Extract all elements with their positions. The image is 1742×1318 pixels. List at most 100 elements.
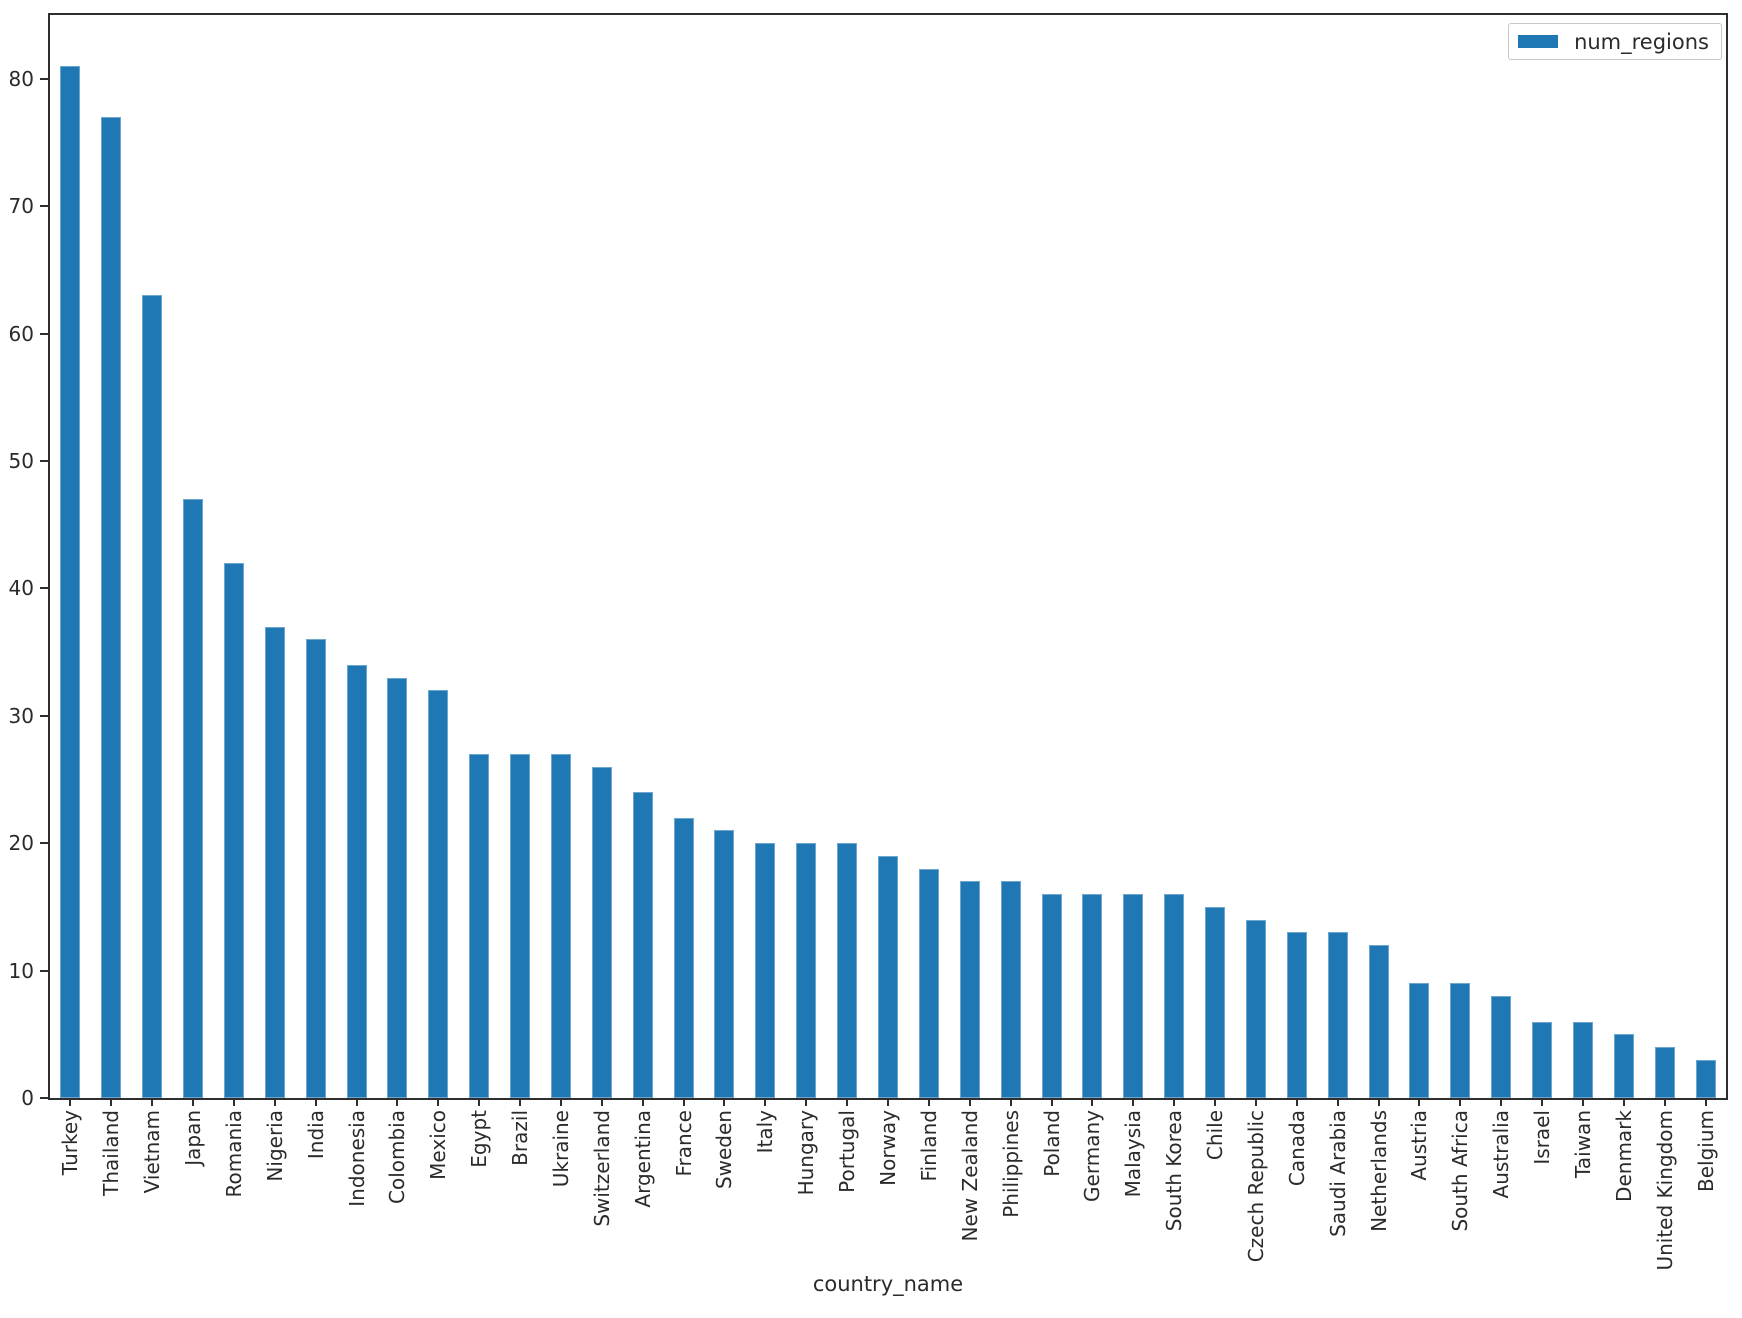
x-tick-label: Sweden — [712, 1110, 737, 1190]
x-axis-tick — [396, 1098, 399, 1106]
x-axis-tick — [805, 1098, 808, 1106]
x-tick-label: Germany — [1080, 1110, 1105, 1202]
x-tick-label: Norway — [876, 1110, 900, 1186]
x-tick-label: Indonesia — [344, 1110, 369, 1207]
x-tick-label: Ukraine — [548, 1110, 573, 1188]
bar — [469, 754, 490, 1098]
x-axis-tick — [1541, 1098, 1544, 1106]
bar — [1613, 1034, 1634, 1098]
x-tick-label: Poland — [1039, 1110, 1064, 1177]
y-tick-label: 50 — [8, 448, 34, 473]
y-tick-label: 20 — [8, 831, 34, 856]
bar — [346, 664, 367, 1098]
x-axis-tick — [600, 1098, 603, 1106]
bar — [223, 562, 244, 1098]
bar — [1572, 1021, 1593, 1098]
bar — [959, 881, 980, 1098]
bar — [714, 830, 735, 1098]
x-axis-tick — [314, 1098, 317, 1106]
x-axis-tick — [1704, 1098, 1707, 1106]
x-tick-label: Israel — [1530, 1110, 1555, 1165]
bar — [510, 754, 531, 1098]
x-axis-tick — [1091, 1098, 1094, 1106]
x-axis-tick — [1132, 1098, 1135, 1106]
y-axis-tick — [40, 205, 48, 208]
y-tick-label: 80 — [8, 66, 34, 91]
x-axis-tick — [1295, 1098, 1298, 1106]
x-axis-tick — [764, 1098, 767, 1106]
bar — [1245, 919, 1266, 1098]
x-tick-label: Belgium — [1693, 1110, 1718, 1192]
x-tick-label: Vietnam — [140, 1110, 165, 1194]
x-tick-label: Portugal — [835, 1110, 860, 1193]
x-tick-label: Argentina — [630, 1110, 655, 1208]
plot-area — [48, 13, 1728, 1100]
x-axis-tick — [1173, 1098, 1176, 1106]
x-axis-tick — [273, 1098, 276, 1106]
x-tick-label: Colombia — [385, 1110, 410, 1204]
x-axis-tick — [151, 1098, 154, 1106]
x-axis-tick — [478, 1098, 481, 1106]
x-tick-label: Philippines — [998, 1110, 1023, 1218]
bar — [305, 639, 326, 1098]
x-axis-tick — [1254, 1098, 1257, 1106]
x-axis-tick — [1459, 1098, 1462, 1106]
y-tick-label: 10 — [8, 958, 34, 983]
x-tick-label: Thailand — [99, 1110, 124, 1196]
x-axis-tick — [232, 1098, 235, 1106]
x-axis-tick — [1377, 1098, 1380, 1106]
bars-layer — [50, 15, 1726, 1098]
bar — [60, 65, 81, 1098]
x-axis-label: country_name — [812, 1272, 964, 1296]
y-tick-label: 40 — [8, 576, 34, 601]
bar — [1205, 906, 1226, 1098]
x-tick-label: Czech Republic — [1243, 1110, 1268, 1263]
bar — [1491, 996, 1512, 1098]
y-tick-label: 0 — [21, 1086, 34, 1110]
y-axis-tick — [40, 714, 48, 717]
x-axis-tick — [110, 1098, 113, 1106]
x-tick-label: Netherlands — [1366, 1110, 1391, 1232]
legend-swatch — [1518, 35, 1559, 48]
bar — [264, 626, 285, 1098]
x-axis-tick — [69, 1098, 72, 1106]
x-tick-label: Saudi Arabia — [1325, 1110, 1350, 1237]
bar — [673, 817, 694, 1098]
bar — [1041, 894, 1062, 1098]
y-axis-tick — [40, 842, 48, 845]
bar — [1654, 1047, 1675, 1098]
bar — [918, 868, 939, 1098]
x-tick-label: Hungary — [794, 1110, 819, 1196]
x-axis-tick — [519, 1098, 522, 1106]
bar — [1450, 983, 1471, 1098]
x-tick-label: Romania — [221, 1110, 246, 1198]
x-tick-label: Turkey — [58, 1110, 83, 1176]
x-tick-label: Chile — [1203, 1110, 1228, 1161]
bar — [1123, 894, 1144, 1098]
x-tick-label: United Kingdom — [1652, 1110, 1677, 1271]
x-axis-tick — [1500, 1098, 1503, 1106]
x-tick-label: Mexico — [426, 1110, 451, 1180]
x-axis-tick — [1050, 1098, 1053, 1106]
bar — [755, 843, 776, 1098]
x-tick-label: France — [671, 1110, 696, 1177]
x-tick-label: India — [303, 1110, 328, 1160]
bar — [142, 295, 163, 1098]
x-axis-tick — [723, 1098, 726, 1106]
x-tick-label: Japan — [181, 1110, 206, 1166]
bar — [1082, 894, 1103, 1098]
x-tick-label: Egypt — [467, 1110, 492, 1168]
x-axis-tick — [1009, 1098, 1012, 1106]
x-axis-tick — [968, 1098, 971, 1106]
x-axis-tick — [1581, 1098, 1584, 1106]
bar — [183, 499, 204, 1098]
bar — [387, 677, 408, 1098]
x-tick-label: Austria — [1407, 1110, 1432, 1181]
legend: num_regions — [1508, 23, 1722, 60]
x-tick-label: Finland — [916, 1110, 941, 1182]
x-axis-tick — [437, 1098, 440, 1106]
x-tick-label: Nigeria — [262, 1110, 287, 1182]
x-axis-tick — [1663, 1098, 1666, 1106]
x-axis-tick — [846, 1098, 849, 1106]
x-axis-tick — [1622, 1098, 1625, 1106]
